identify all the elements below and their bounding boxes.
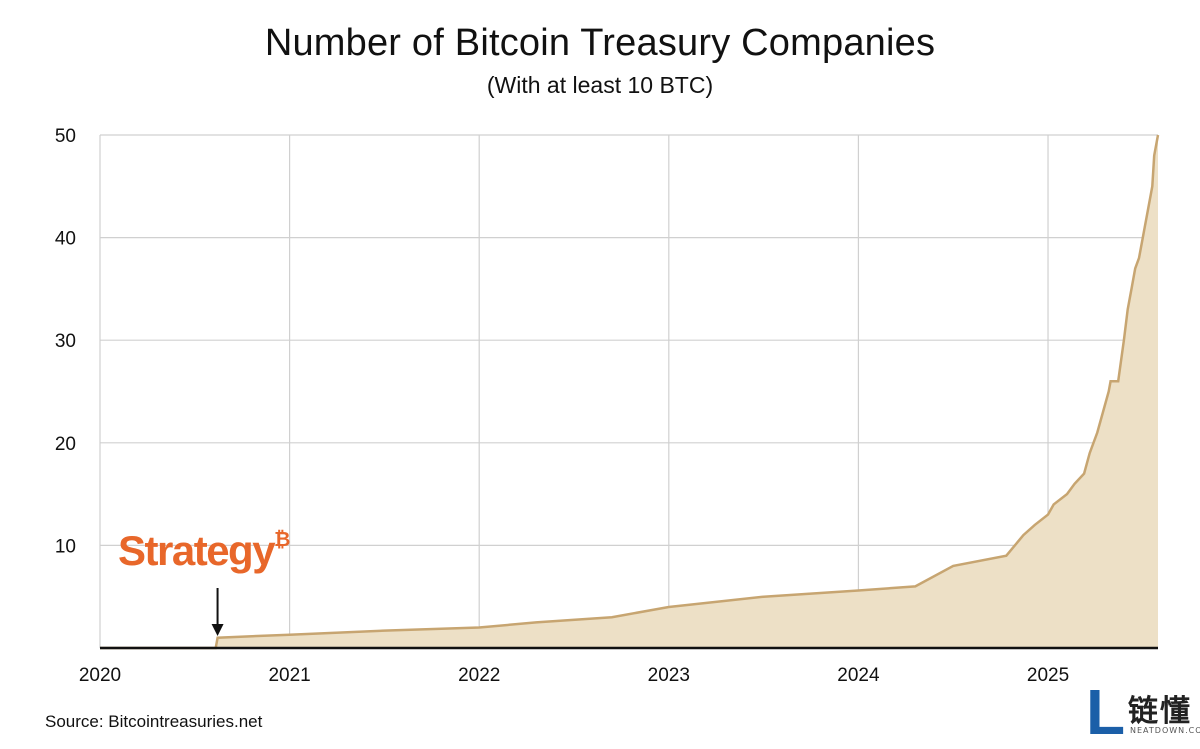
watermark-chinese: 链懂	[1128, 694, 1192, 729]
x-tick-label: 2021	[268, 665, 310, 686]
y-tick-labels: 10 20 30 40 50	[55, 126, 76, 557]
watermark-letter: L	[1086, 676, 1126, 748]
x-tick-label: 2020	[79, 665, 121, 686]
y-tick-label: 20	[55, 434, 76, 455]
x-tick-label: 2023	[648, 665, 690, 686]
y-tick-label: 30	[55, 331, 76, 352]
y-tick-label: 40	[55, 229, 76, 250]
area-fill	[100, 135, 1158, 648]
x-tick-label: 2022	[458, 665, 500, 686]
neatdown-watermark: L 链懂 NEATDOWN.COM	[1086, 680, 1200, 749]
arrow-head	[211, 624, 224, 636]
chart-subtitle: (With at least 10 BTC)	[486, 72, 714, 98]
x-tick-label: 2024	[837, 665, 880, 686]
x-tick-labels: 2020 2021 2022 2023 2024 2025	[79, 665, 1069, 686]
watermark-english: NEATDOWN.COM	[1130, 726, 1200, 735]
chart-title: Number of Bitcoin Treasury Companies	[264, 22, 936, 64]
strategy-logo: Strategy₿	[118, 527, 290, 575]
strategy-label: Strategy	[118, 527, 276, 574]
x-tick-label: 2025	[1027, 665, 1069, 686]
y-tick-label: 10	[55, 536, 76, 557]
strategy-arrow-icon	[211, 588, 224, 636]
y-tick-label: 50	[55, 126, 76, 147]
source-note: Source: Bitcointreasuries.net	[45, 712, 263, 731]
bitcoin-symbol: ₿	[274, 529, 291, 551]
gridlines	[99, 134, 1158, 648]
series-line	[100, 134, 1160, 650]
